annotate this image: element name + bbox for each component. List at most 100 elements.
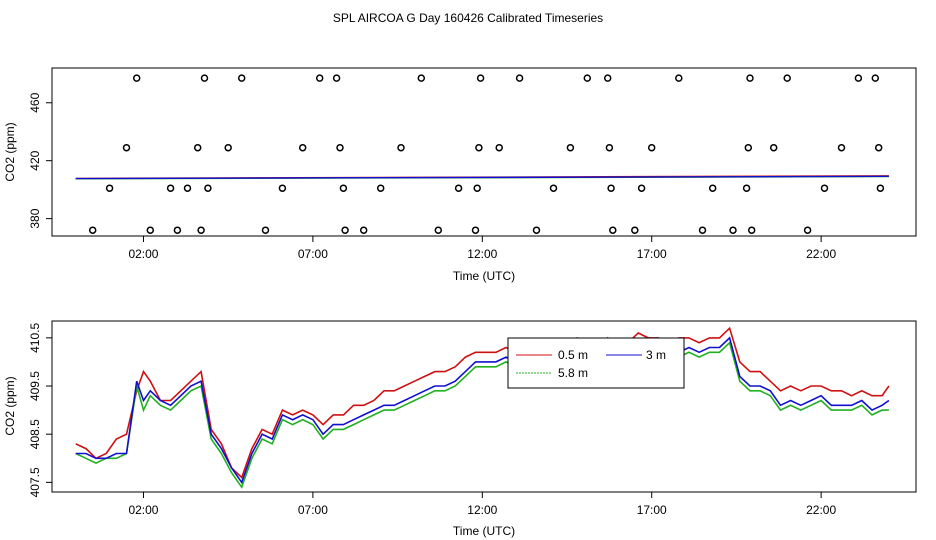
bottom-y-tick-label: 409.5 (28, 371, 42, 401)
scatter-point (783, 74, 791, 82)
top-panel: 02:00 07:00 12:00 17:00 22:00 380 420 460 Time… (3, 67, 917, 283)
scatter-point (495, 143, 503, 152)
scatter-point (341, 226, 349, 234)
scatter-point (339, 184, 348, 192)
bottom-series-line-0 (75, 326, 890, 479)
legend-label-0: 0.5 m (558, 348, 588, 362)
scatter-point (607, 184, 615, 192)
scatter-point (359, 226, 368, 234)
scatter-point (397, 143, 405, 152)
scatter-point (583, 74, 592, 82)
bottom-series-group (75, 326, 890, 489)
scatter-point (609, 226, 617, 234)
scatter-point (647, 143, 656, 152)
top-points-group (88, 74, 885, 234)
scatter-point (434, 226, 443, 234)
bottom-x-tick-label: 07:00 (298, 503, 328, 517)
top-x-tick-label: 12:00 (467, 247, 497, 261)
scatter-point (454, 184, 463, 192)
bottom-y-axis: 407.5 408.5 409.5 410.5 (28, 323, 52, 497)
bottom-x-axis-label: Time (UTC) (453, 524, 515, 538)
scatter-point (746, 74, 754, 82)
scatter-point (532, 226, 541, 234)
scatter-point (278, 184, 287, 192)
scatter-point (200, 74, 209, 82)
top-series-group (75, 175, 889, 180)
scatter-point (122, 143, 131, 152)
scatter-point (631, 226, 639, 234)
scatter-point (566, 143, 575, 152)
scatter-point (747, 226, 756, 234)
scatter-point (193, 143, 202, 152)
scatter-point (876, 184, 885, 192)
scatter-point (475, 143, 483, 152)
top-x-tick-label: 22:00 (806, 247, 836, 261)
scatter-point (820, 184, 829, 192)
top-series-line-2 (75, 175, 889, 180)
bottom-x-tick-label: 12:00 (467, 503, 497, 517)
scatter-point (183, 184, 192, 192)
scatter-point (854, 74, 863, 82)
top-x-axis-label: Time (UTC) (453, 269, 515, 283)
bottom-series-line-1 (75, 341, 889, 489)
top-x-axis: 02:00 07:00 12:00 17:00 22:00 (128, 235, 836, 261)
top-y-tick-label: 380 (28, 208, 42, 228)
scatter-point (298, 143, 307, 152)
scatter-point (874, 143, 883, 152)
bottom-y-axis-label: CO2 (ppm) (3, 376, 17, 435)
scatter-point (376, 184, 385, 192)
scatter-point (471, 226, 480, 234)
scatter-point (871, 74, 880, 82)
scatter-point (675, 74, 683, 82)
scatter-point (515, 74, 524, 82)
top-y-tick-label: 420 (28, 150, 42, 170)
top-plot-frame (51, 67, 917, 237)
scatter-point (88, 226, 97, 234)
legend-label-2: 5.8 m (558, 366, 588, 380)
legend-box (507, 337, 685, 389)
bottom-x-tick-label: 22:00 (806, 503, 836, 517)
scatter-point (549, 184, 558, 192)
top-y-axis-label: CO2 (ppm) (3, 122, 17, 181)
bottom-x-tick-label: 17:00 (637, 503, 667, 517)
scatter-point (204, 184, 212, 192)
scatter-point (473, 184, 481, 192)
scatter-point (417, 74, 426, 82)
scatter-point (197, 226, 205, 234)
scatter-point (729, 226, 737, 234)
scatter-point (603, 74, 612, 82)
scatter-point (476, 74, 485, 82)
scatter-point (336, 143, 344, 152)
top-y-axis: 380 420 460 (28, 92, 52, 229)
scatter-point (769, 143, 778, 152)
scatter-point (332, 74, 341, 82)
scatter-point (803, 226, 812, 234)
scatter-point (237, 74, 246, 82)
scatter-point (708, 184, 717, 192)
scatter-point (744, 143, 753, 152)
scatter-point (173, 226, 182, 234)
bottom-y-tick-label: 407.5 (28, 467, 42, 497)
top-x-tick-label: 17:00 (637, 247, 667, 261)
scatter-point (146, 226, 155, 234)
scatter-point (698, 226, 707, 234)
scatter-point (261, 226, 270, 234)
top-y-tick-label: 460 (28, 92, 42, 112)
bottom-x-tick-label: 02:00 (128, 503, 158, 517)
scatter-point (605, 143, 614, 152)
bottom-y-tick-label: 408.5 (28, 419, 42, 449)
legend: 0.5 m 3 m 5.8 m (507, 337, 685, 389)
scatter-point (166, 184, 175, 192)
scatter-point (132, 74, 141, 82)
legend-label-1: 3 m (646, 348, 666, 362)
scatter-point (105, 184, 114, 192)
scatter-point (742, 184, 751, 192)
bottom-series-line-2 (75, 336, 890, 485)
top-x-tick-label: 07:00 (298, 247, 328, 261)
top-x-tick-label: 02:00 (128, 247, 158, 261)
scatter-point (837, 143, 846, 152)
figure-title: SPL AIRCOA G Day 160426 Calibrated Times… (333, 11, 603, 25)
bottom-x-axis: 02:00 07:00 12:00 17:00 22:00 (128, 491, 836, 517)
bottom-y-tick-label: 410.5 (28, 323, 42, 353)
